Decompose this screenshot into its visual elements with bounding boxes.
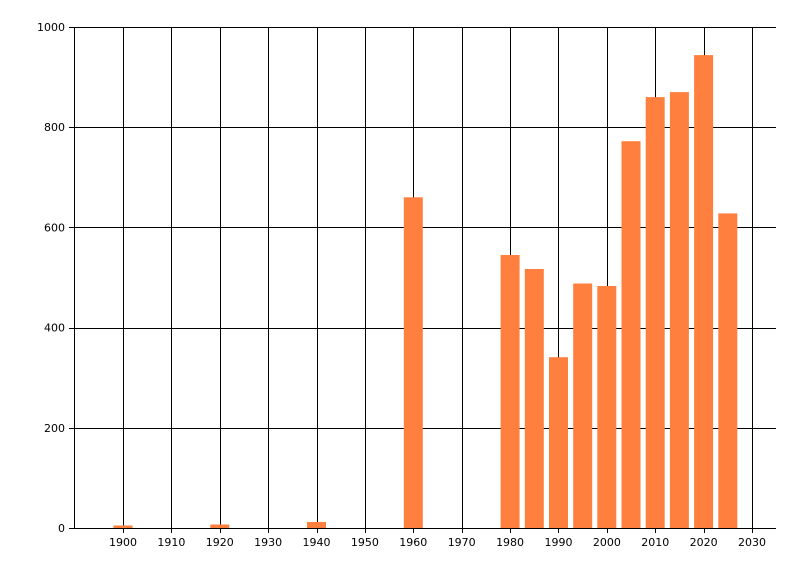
y-tick-label: 400: [44, 322, 65, 335]
x-tick-label: 2010: [641, 536, 669, 549]
bar: [210, 524, 230, 528]
bar: [307, 522, 326, 528]
x-tick-label: 2020: [690, 536, 718, 549]
y-tick-label: 600: [44, 221, 65, 234]
x-tick-label: 2000: [593, 536, 621, 549]
x-tick-label: 1990: [544, 536, 572, 549]
bar: [669, 92, 689, 528]
bar: [597, 286, 617, 528]
bar: [403, 197, 423, 529]
bar: [621, 141, 641, 528]
y-tick-label: 1000: [37, 21, 65, 34]
x-tick-label: 1910: [157, 536, 185, 549]
bar: [573, 283, 593, 528]
x-tick-label: 1920: [206, 536, 234, 549]
bar: [549, 357, 568, 528]
x-tick-label: 2030: [738, 536, 766, 549]
x-tick-label: 1940: [303, 536, 331, 549]
x-tick-label: 1980: [496, 536, 524, 549]
bar: [524, 269, 544, 528]
bar: [718, 213, 738, 528]
x-tick-label: 1930: [254, 536, 282, 549]
y-tick-label: 800: [44, 121, 65, 134]
x-tick-label: 1960: [399, 536, 427, 549]
axes: [69, 27, 776, 533]
bars: [113, 55, 738, 529]
tick-labels: 0 200 400 600 800 1000 1900 1910 1920 1930 1940 195…: [37, 21, 766, 549]
x-tick-label: 1950: [351, 536, 379, 549]
x-tick-label: 1970: [448, 536, 476, 549]
bar: [500, 255, 520, 528]
x-tick-label: 1900: [109, 536, 137, 549]
bar: [113, 525, 133, 528]
bar: [645, 97, 665, 528]
bar: [694, 55, 714, 528]
y-tick-label: 200: [44, 422, 65, 435]
y-tick-label: 0: [58, 522, 65, 535]
